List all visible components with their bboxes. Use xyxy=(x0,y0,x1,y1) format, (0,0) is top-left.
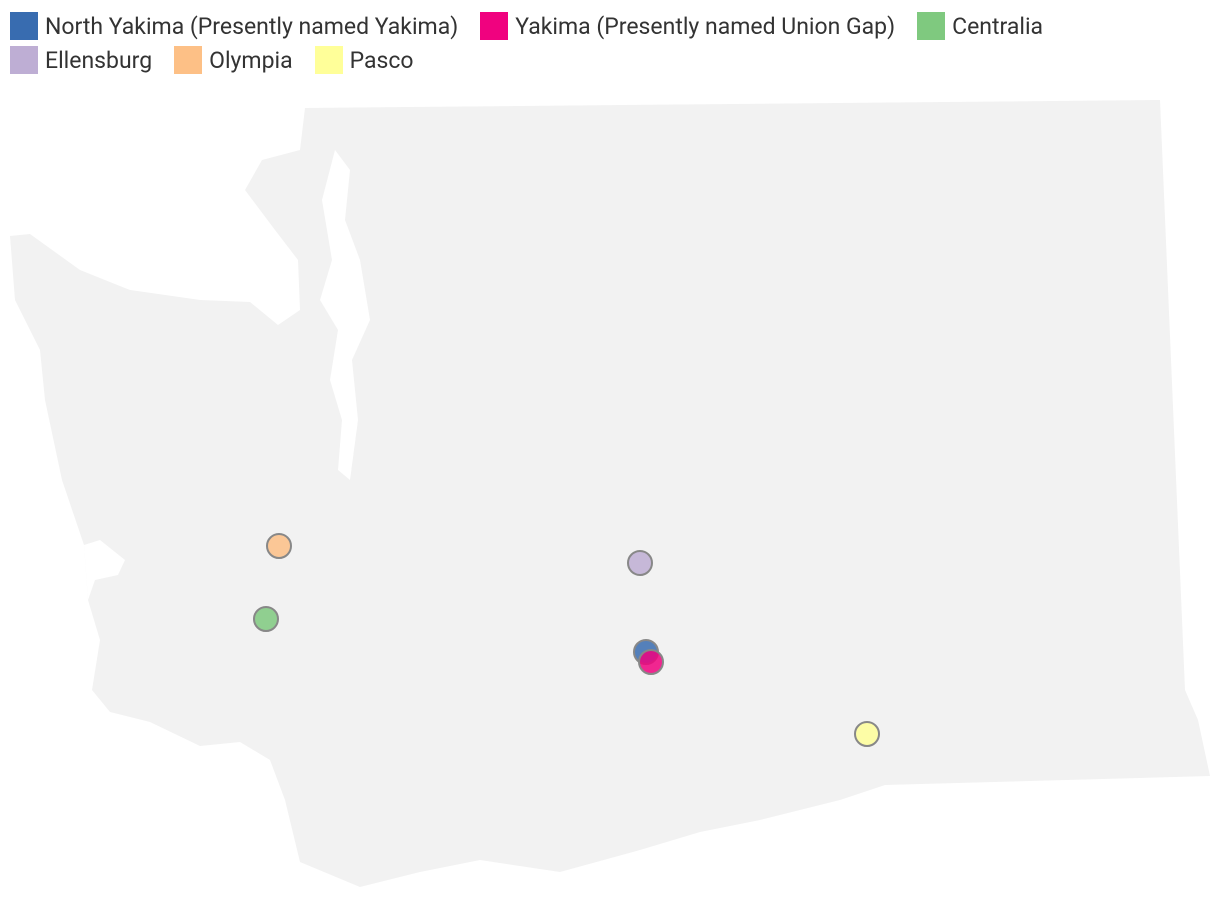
legend-label: North Yakima (Presently named Yakima) xyxy=(45,12,459,40)
legend-label: Ellensburg xyxy=(45,46,153,74)
legend-item: Yakima (Presently named Union Gap) xyxy=(480,12,895,40)
legend-swatch xyxy=(480,12,509,40)
legend-swatch xyxy=(174,46,203,74)
legend-label: Yakima (Presently named Union Gap) xyxy=(515,12,896,40)
legend-item: Pasco xyxy=(314,46,414,74)
city-marker xyxy=(253,606,279,632)
legend-label: Pasco xyxy=(349,46,414,74)
puget-sound xyxy=(320,150,370,480)
city-marker xyxy=(638,649,664,675)
city-marker xyxy=(854,721,880,747)
legend-swatch xyxy=(917,12,946,40)
legend-item: Centralia xyxy=(917,12,1043,40)
legend-swatch xyxy=(10,46,38,74)
grays-harbor xyxy=(84,540,125,600)
markers xyxy=(253,533,880,747)
legend-swatch xyxy=(314,46,343,74)
legend-swatch xyxy=(10,12,38,40)
state-shape xyxy=(10,100,1210,887)
legend: North Yakima (Presently named Yakima) Yak… xyxy=(10,12,1160,74)
legend-label: Olympia xyxy=(209,46,293,74)
city-marker xyxy=(266,533,292,559)
legend-item: Ellensburg xyxy=(10,46,152,74)
legend-item: Olympia xyxy=(174,46,293,74)
legend-item: North Yakima (Presently named Yakima) xyxy=(10,12,458,40)
legend-label: Centralia xyxy=(952,12,1044,40)
city-marker xyxy=(627,550,653,576)
